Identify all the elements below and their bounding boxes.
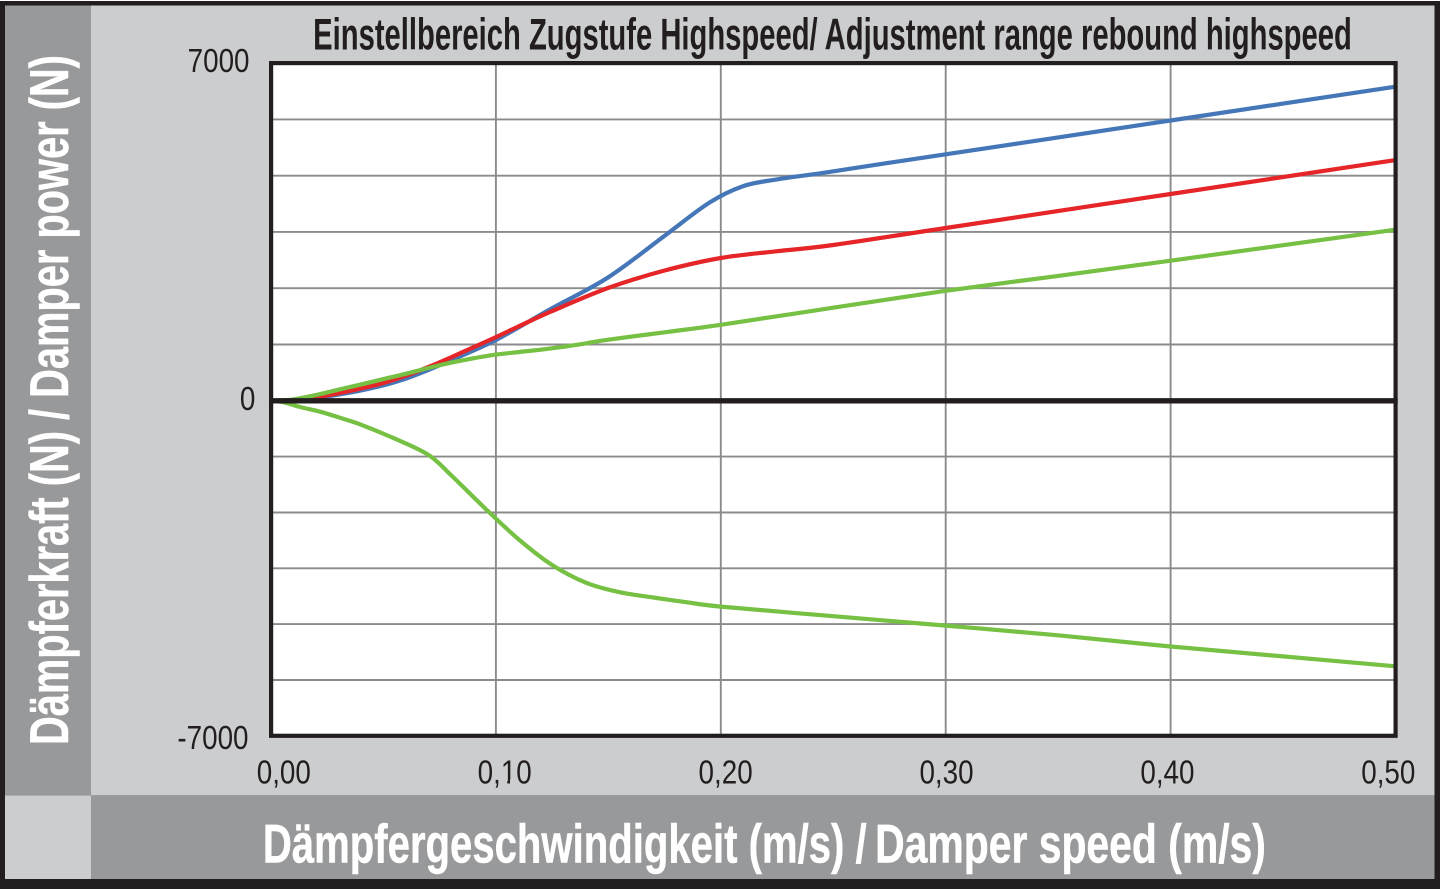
svg-text:Dämpferkraft (N) / Damper powe: Dämpferkraft (N) / Damper power (N) xyxy=(20,55,80,745)
svg-text:0: 0 xyxy=(240,379,255,417)
svg-text:0,40: 0,40 xyxy=(1140,753,1194,791)
svg-text:0,50: 0,50 xyxy=(1361,753,1415,791)
svg-text:0,30: 0,30 xyxy=(919,753,973,791)
svg-text:7000: 7000 xyxy=(188,41,250,79)
svg-text:Einstellbereich Zugstufe Highs: Einstellbereich Zugstufe Highspeed/ Adju… xyxy=(313,9,1352,59)
svg-text:0,20: 0,20 xyxy=(699,753,753,791)
svg-text:0,00: 0,00 xyxy=(257,753,311,791)
svg-text:Dämpfergeschwindigkeit (m/s) /: Dämpfergeschwindigkeit (m/s) / xyxy=(263,815,867,875)
svg-text:Damper speed (m/s): Damper speed (m/s) xyxy=(875,814,1266,875)
svg-text:-7000: -7000 xyxy=(177,718,248,756)
svg-text:0,10: 0,10 xyxy=(478,753,532,791)
